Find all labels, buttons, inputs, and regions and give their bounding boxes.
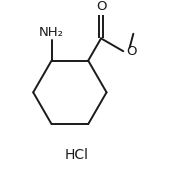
Text: NH₂: NH₂ (39, 26, 64, 39)
Text: O: O (96, 0, 106, 13)
Text: O: O (126, 45, 136, 58)
Text: HCl: HCl (64, 148, 88, 162)
